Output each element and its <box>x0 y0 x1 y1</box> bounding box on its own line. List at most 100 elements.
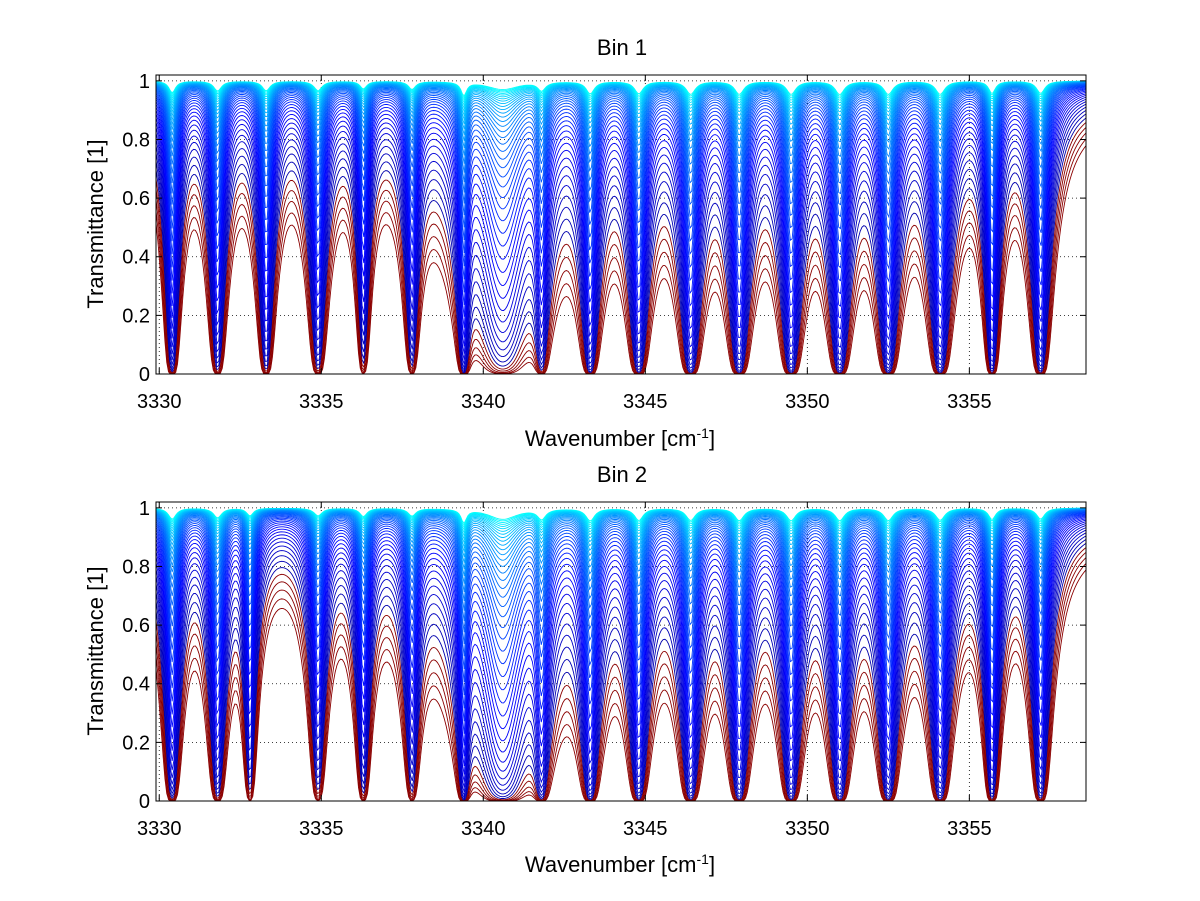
transmittance-series <box>156 515 1086 734</box>
plot-area <box>156 507 1086 801</box>
transmittance-series <box>156 101 1086 365</box>
y-tick-label: 0.6 <box>122 615 150 637</box>
y-tick-label: 0.2 <box>122 732 150 754</box>
y-axis-ticks: 0 0.2 0.4 0.6 0.8 1 <box>122 498 1086 813</box>
transmittance-series <box>156 519 1086 767</box>
transmittance-series <box>156 508 1086 558</box>
axes-box <box>155 74 1087 375</box>
transmittance-series <box>156 529 1086 797</box>
y-tick-label: 0 <box>139 364 150 386</box>
panel-bin-2: Bin 2 3330 3335 3340 3345 3350 3355 0 0.2 0.4 0.… <box>83 462 1087 877</box>
transmittance-series <box>156 523 1086 782</box>
transmittance-series <box>156 83 1086 204</box>
y-tick-label: 0 <box>139 791 150 813</box>
transmittance-series <box>156 138 1086 374</box>
transmittance-series <box>156 512 1086 682</box>
transmittance-series <box>156 509 1086 592</box>
transmittance-series <box>156 87 1086 280</box>
transmittance-series <box>156 84 1086 216</box>
transmittance-series <box>156 557 1086 801</box>
y-tick-label: 1 <box>139 71 150 93</box>
x-axis-label: Wavenumber [cm-1] <box>525 851 715 877</box>
axes-box <box>155 501 1087 802</box>
panel-bin-1: Bin 1 3330 3335 3340 3345 3350 3355 0 0.2 0.4 0.… <box>83 35 1087 451</box>
transmittance-series <box>156 510 1086 633</box>
transmittance-series <box>156 103 1086 370</box>
transmittance-series <box>156 83 1086 183</box>
transmittance-series <box>156 81 1086 113</box>
x-tick-label: 3330 <box>137 391 182 413</box>
transmittance-series <box>156 508 1086 577</box>
transmittance-series <box>156 509 1086 602</box>
x-tick-label: 3355 <box>947 818 992 840</box>
transmittance-series <box>156 98 1086 360</box>
transmittance-series <box>156 509 1086 611</box>
transmittance-series <box>156 82 1086 173</box>
transmittance-series <box>156 511 1086 657</box>
transmittance-series-group <box>156 507 1086 801</box>
panel-title: Bin 2 <box>597 462 647 487</box>
transmittance-series <box>156 81 1086 135</box>
transmittance-series <box>156 509 1086 584</box>
transmittance-series <box>156 83 1086 193</box>
x-tick-label: 3345 <box>623 391 668 413</box>
transmittance-series <box>156 86 1086 267</box>
x-tick-label: 3355 <box>947 391 992 413</box>
transmittance-series <box>156 84 1086 228</box>
x-tick-label: 3335 <box>299 391 344 413</box>
y-tick-label: 0.4 <box>122 247 150 269</box>
transmittance-series <box>156 82 1086 164</box>
transmittance-series <box>156 524 1086 788</box>
transmittance-series <box>156 91 1086 328</box>
transmittance-series <box>156 81 1086 142</box>
transmittance-series <box>156 132 1086 374</box>
transmittance-series <box>156 81 1086 117</box>
transmittance-series <box>156 532 1086 799</box>
x-tick-label: 3345 <box>623 818 668 840</box>
transmittance-series <box>156 539 1086 801</box>
transmittance-series <box>156 508 1086 563</box>
transmittance-series <box>156 106 1086 372</box>
transmittance-series <box>156 510 1086 622</box>
y-tick-label: 1 <box>139 498 150 520</box>
transmittance-series <box>156 547 1086 801</box>
y-tick-label: 0.6 <box>122 188 150 210</box>
transmittance-series <box>156 88 1086 293</box>
transmittance-series <box>156 512 1086 669</box>
transmittance-series <box>156 82 1086 148</box>
transmittance-series-group <box>156 80 1086 374</box>
transmittance-series <box>156 117 1086 374</box>
transmittance-series <box>156 527 1086 793</box>
y-axis-label: Transmittance [1] <box>83 566 108 735</box>
transmittance-series <box>156 508 1086 552</box>
x-axis-ticks: 3330 3335 3340 3345 3350 3355 <box>137 75 992 413</box>
y-axis-ticks: 0 0.2 0.4 0.6 0.8 1 <box>122 71 1086 386</box>
transmittance-series <box>156 81 1086 122</box>
x-tick-label: 3340 <box>461 391 506 413</box>
panel-title: Bin 1 <box>597 35 647 60</box>
y-tick-label: 0.2 <box>122 305 150 327</box>
transmittance-series <box>156 514 1086 709</box>
transmittance-series <box>156 81 1086 125</box>
transmittance-series <box>156 93 1086 338</box>
y-axis-label: Transmittance [1] <box>83 139 108 308</box>
transmittance-series <box>156 90 1086 317</box>
transmittance-series <box>156 96 1086 354</box>
transmittance-series <box>156 569 1086 801</box>
transmittance-series <box>156 109 1086 373</box>
transmittance-series <box>156 122 1086 374</box>
transmittance-series <box>156 563 1086 801</box>
y-tick-label: 0.8 <box>122 129 150 151</box>
transmittance-series <box>156 513 1086 696</box>
transmittance-series <box>156 508 1086 541</box>
transmittance-series <box>156 508 1086 570</box>
transmittance-series <box>156 508 1086 549</box>
transmittance-series <box>156 85 1086 254</box>
transmittance-series <box>156 514 1086 722</box>
transmittance-series <box>156 145 1086 374</box>
transmittance-series <box>156 127 1086 374</box>
x-axis-ticks: 3330 3335 3340 3345 3350 3355 <box>137 502 992 840</box>
transmittance-series <box>156 521 1086 775</box>
x-axis-label: Wavenumber [cm-1] <box>525 425 715 451</box>
